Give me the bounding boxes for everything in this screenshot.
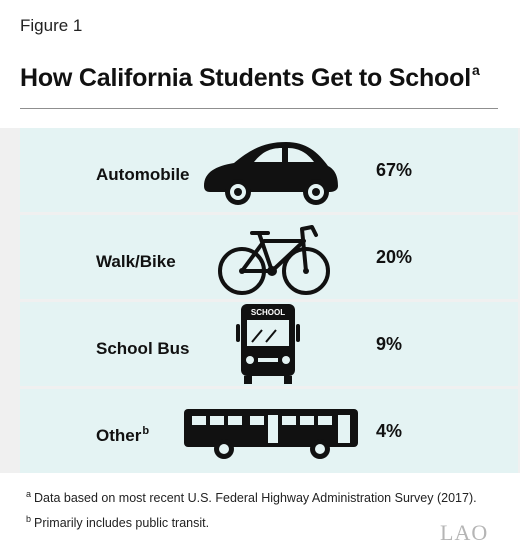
- row-label-text: School Bus: [96, 339, 190, 358]
- footnote-marker: a: [26, 489, 32, 499]
- chart-row-school-bus: School Bus SCHOOL 9%: [20, 302, 518, 386]
- chart-title: How California Students Get to Schoola: [20, 62, 480, 93]
- row-label-text: Walk/Bike: [96, 252, 176, 271]
- row-label-text: Automobile: [96, 165, 190, 184]
- bus-sign-text: SCHOOL: [251, 308, 285, 317]
- title-footnote-marker: a: [471, 62, 480, 78]
- footnote-a: a Data based on most recent U.S. Federal …: [26, 489, 477, 505]
- car-icon: [200, 128, 340, 217]
- row-value: 20%: [376, 247, 413, 267]
- school-bus-icon: SCHOOL: [232, 302, 304, 391]
- chart-row-walk-bike: Walk/Bike 20%: [20, 215, 518, 299]
- bicycle-icon: [214, 215, 334, 304]
- transit-bus-icon: [180, 389, 362, 478]
- row-value: 67%: [376, 160, 413, 180]
- footnote-text: Primarily includes public transit.: [34, 516, 210, 530]
- row-label: Automobile: [96, 128, 191, 212]
- figure-label: Figure 1: [20, 16, 83, 35]
- row-label-marker: b: [142, 425, 150, 437]
- row-label-text: Other: [96, 426, 142, 445]
- row-label: Otherb: [96, 389, 149, 473]
- footnote-text: Data based on most recent U.S. Federal H…: [34, 491, 477, 505]
- chart-row-automobile: Automobile 67%: [20, 128, 518, 212]
- title-divider: [20, 108, 498, 109]
- footnote-b: b Primarily includes public transit.: [26, 514, 477, 530]
- footnote-marker: b: [26, 514, 32, 524]
- chart-panel: Automobile 67% Walk/Bike: [0, 128, 520, 473]
- row-label: Walk/Bike: [96, 215, 177, 299]
- row-label: School Bus: [96, 302, 191, 386]
- lao-logo: LAO: [440, 520, 489, 545]
- chart-row-other: Otherb 4%: [20, 389, 518, 473]
- row-value: 4%: [376, 421, 403, 441]
- row-value: 9%: [376, 334, 403, 354]
- chart-title-text: How California Students Get to School: [20, 64, 471, 92]
- footnotes: a Data based on most recent U.S. Federal …: [26, 489, 477, 539]
